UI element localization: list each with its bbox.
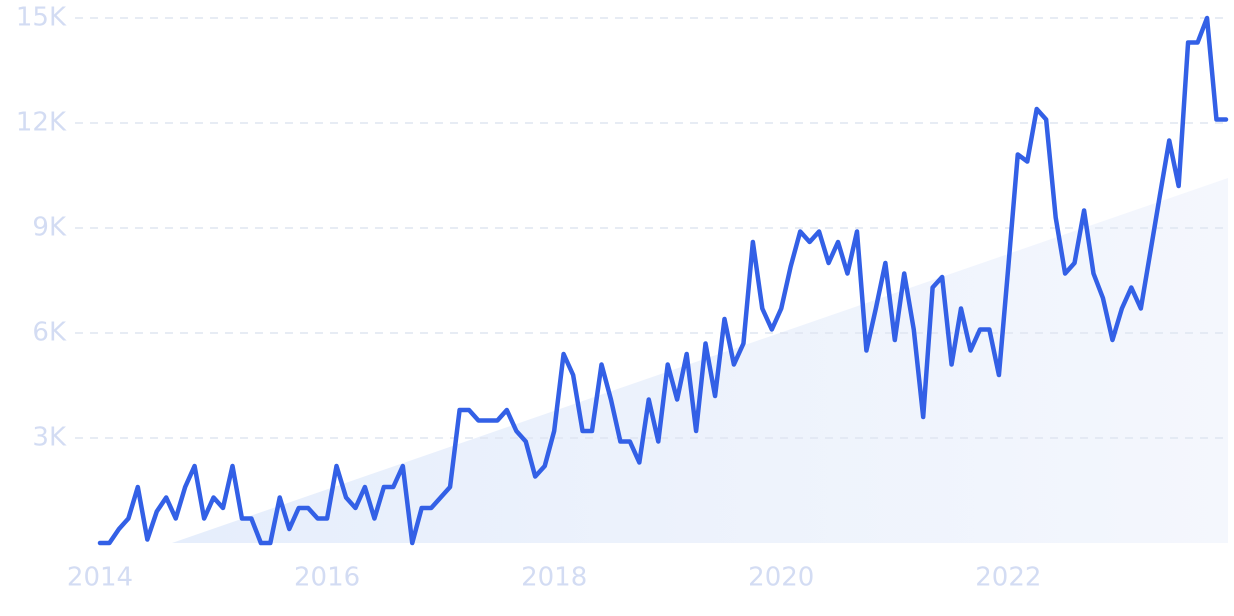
- x-tick-label: 2022: [975, 563, 1041, 593]
- y-tick-label: 15K: [16, 3, 67, 33]
- trend-area: [172, 178, 1228, 543]
- y-tick-label: 9K: [32, 213, 67, 243]
- x-tick-label: 2016: [294, 563, 360, 593]
- y-tick-label: 3K: [32, 423, 67, 453]
- y-tick-label: 12K: [16, 108, 67, 138]
- axis-labels: 3K 6K 9K 12K 15K 2014 2016 2018 2020 2022: [16, 3, 1042, 593]
- x-tick-label: 2018: [521, 563, 587, 593]
- x-tick-label: 2014: [67, 563, 133, 593]
- plot: [97, 15, 1229, 546]
- x-tick-label: 2020: [748, 563, 814, 593]
- trend-line: [97, 15, 1229, 546]
- y-tick-label: 6K: [32, 318, 67, 348]
